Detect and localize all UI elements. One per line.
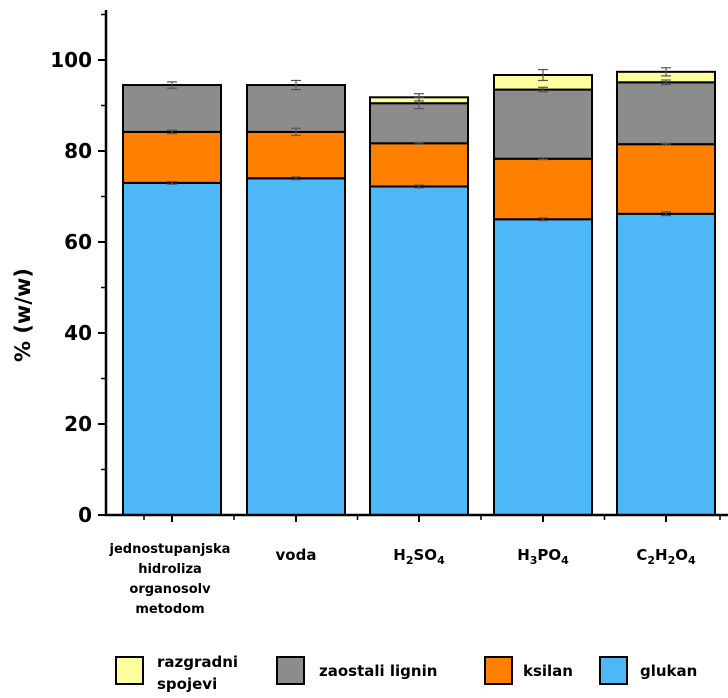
x-tick-label-line: hidroliza	[138, 562, 202, 577]
x-tick-label-line: metodom	[135, 602, 204, 617]
bar-ksilan-2	[369, 142, 469, 188]
x-tick-label-line: organosolv	[129, 582, 211, 597]
bar-glukan-1	[246, 177, 346, 517]
legend-swatch	[484, 656, 513, 685]
bar-zaostali-lignin-1	[246, 84, 346, 133]
y-axis-title: % (w/w)	[11, 268, 35, 362]
bar-zaostali-lignin-3	[493, 88, 593, 160]
legend-label: zaostali lignin	[319, 662, 437, 680]
bar-glukan-3	[493, 218, 593, 516]
legend-label-line: razgradni	[157, 653, 238, 671]
legend-label-line: spojevi	[157, 675, 217, 693]
y-tick-label: 0	[78, 503, 92, 527]
bar-ksilan-1	[246, 130, 346, 180]
x-tick-label: voda	[276, 546, 317, 564]
legend-swatch	[115, 656, 144, 685]
x-tick-label: H2SO4	[393, 546, 445, 567]
y-tick-label: 80	[64, 139, 92, 163]
bar-glukan-2	[369, 185, 469, 517]
y-tick-label: 20	[64, 412, 92, 436]
y-tick-label: 40	[64, 321, 92, 345]
legend-swatch	[276, 656, 305, 685]
y-tick-label: 60	[64, 230, 92, 254]
bar-ksilan-0	[122, 130, 222, 184]
bar-zaostali-lignin-4	[616, 81, 716, 146]
bar-glukan-0	[122, 181, 222, 516]
x-tick-label: C2H2O4	[636, 546, 696, 567]
legend-label: glukan	[640, 662, 697, 680]
x-tick-label-line: jednostupanjska	[109, 542, 231, 557]
y-tick-label: 100	[50, 48, 92, 72]
legend-swatch	[599, 656, 628, 685]
bar-ksilan-3	[493, 157, 593, 221]
legend-label: ksilan	[523, 662, 573, 680]
bar-zaostali-lignin-0	[122, 84, 222, 133]
bar-ksilan-4	[616, 143, 716, 215]
x-tick-label: H3PO4	[517, 546, 569, 567]
bar-glukan-4	[616, 212, 716, 516]
bar-zaostali-lignin-2	[369, 102, 469, 145]
